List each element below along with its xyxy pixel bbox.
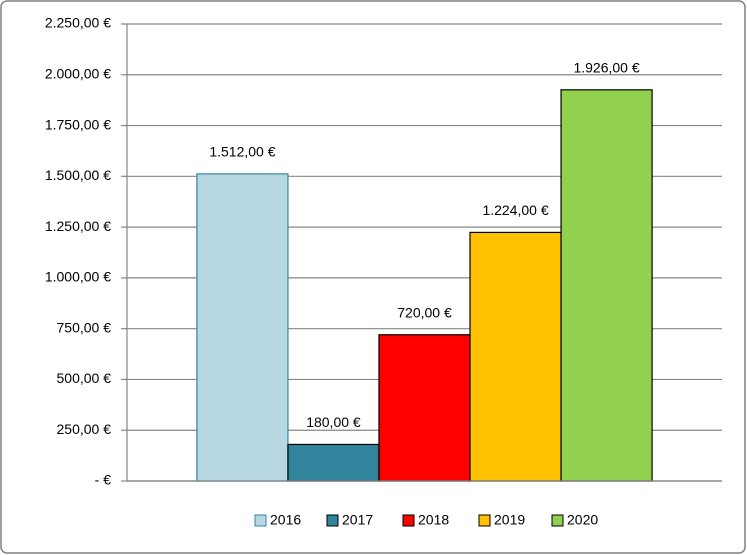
legend-swatch bbox=[478, 514, 491, 527]
legend-swatch bbox=[402, 514, 415, 527]
y-tick-label: 1.500,00 € bbox=[45, 167, 111, 183]
y-tick-label: 500,00 € bbox=[57, 370, 112, 386]
data-label: 720,00 € bbox=[397, 304, 452, 320]
legend-label: 2018 bbox=[418, 512, 449, 528]
bar bbox=[560, 89, 653, 482]
bar bbox=[378, 334, 471, 482]
y-tick-label: 750,00 € bbox=[57, 319, 112, 335]
y-tick-label: 1.000,00 € bbox=[45, 269, 111, 285]
y-tick-label: 1.750,00 € bbox=[45, 116, 111, 132]
bar bbox=[196, 173, 289, 482]
legend-label: 2020 bbox=[567, 512, 598, 528]
y-tick-label: 2.000,00 € bbox=[45, 65, 111, 81]
y-tick-label: 2.250,00 € bbox=[45, 15, 111, 31]
data-label: 180,00 € bbox=[306, 414, 361, 430]
y-tick-label: 250,00 € bbox=[57, 421, 112, 437]
y-tick-label: - € bbox=[95, 472, 112, 488]
data-label: 1.926,00 € bbox=[573, 60, 639, 76]
legend-swatch bbox=[254, 514, 267, 527]
data-label: 1.224,00 € bbox=[482, 202, 548, 218]
data-label: 1.512,00 € bbox=[209, 144, 275, 160]
bar bbox=[287, 443, 380, 482]
bar bbox=[469, 231, 562, 482]
y-tick-label: 1.250,00 € bbox=[45, 218, 111, 234]
legend-label: 2019 bbox=[494, 512, 525, 528]
legend-swatch bbox=[551, 514, 564, 527]
legend-label: 2017 bbox=[342, 512, 373, 528]
legend-swatch bbox=[326, 514, 339, 527]
legend-label: 2016 bbox=[270, 512, 301, 528]
